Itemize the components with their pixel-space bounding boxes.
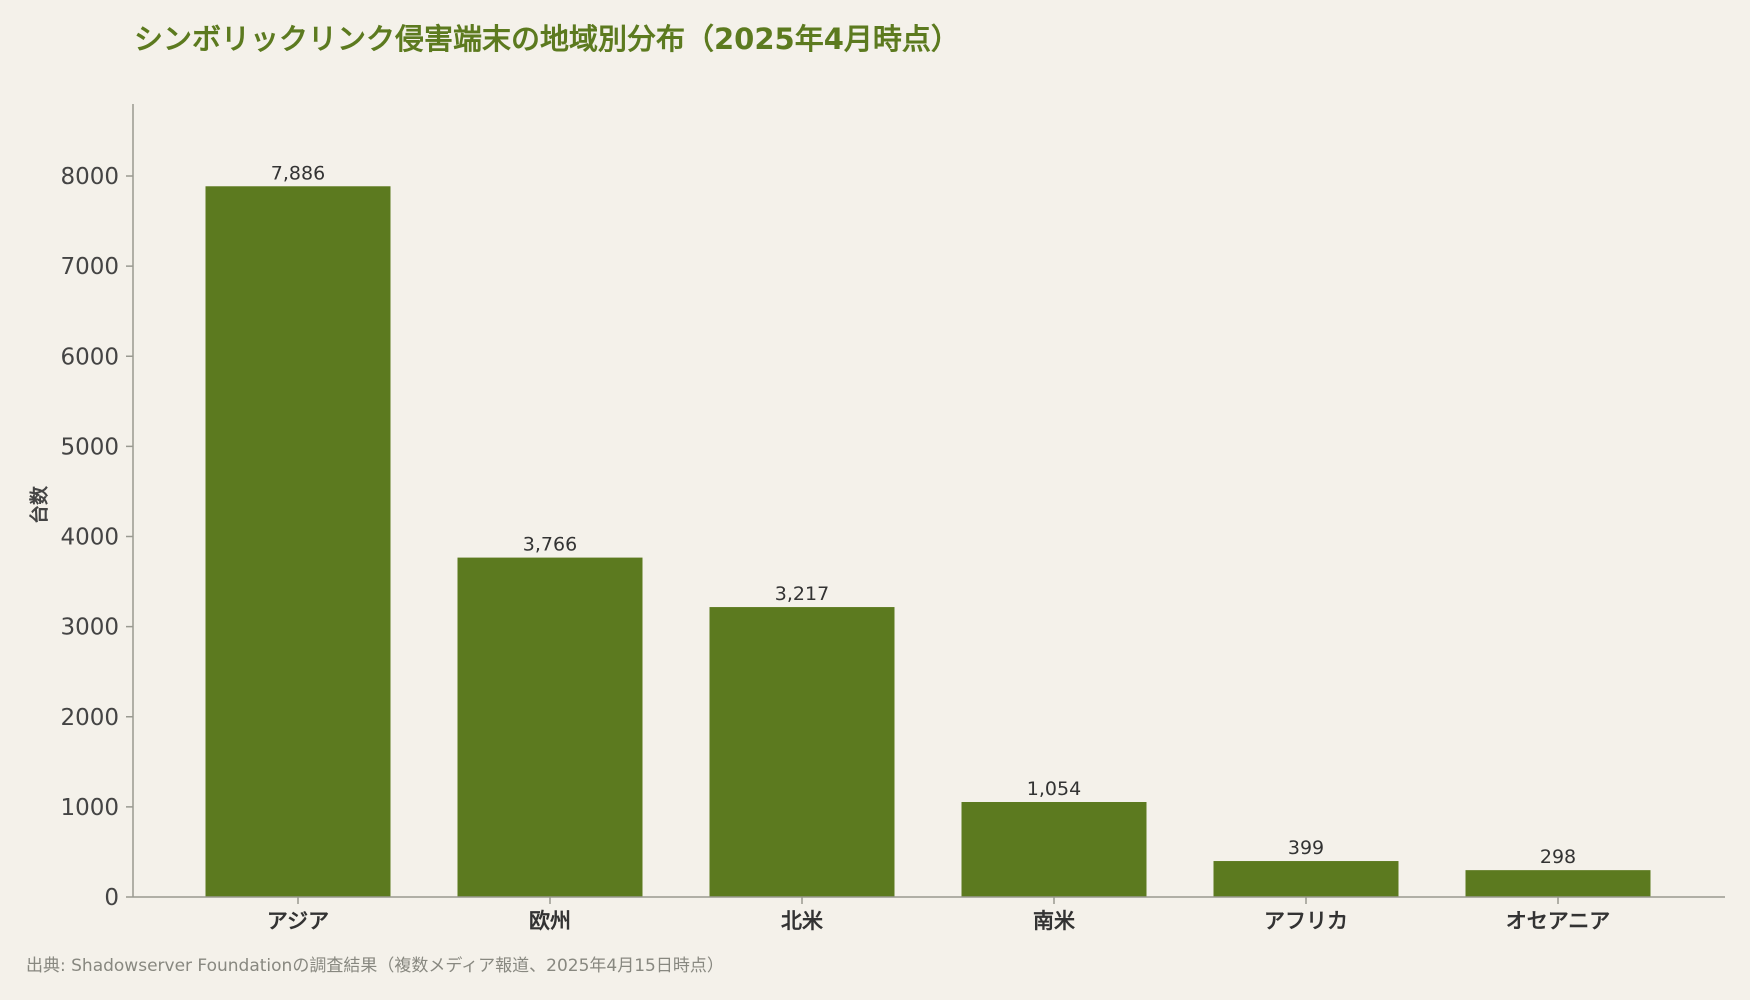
bar — [1465, 870, 1651, 897]
bar-value-label: 3,217 — [775, 583, 829, 605]
bar — [961, 802, 1147, 897]
y-tick-label: 1000 — [60, 795, 119, 821]
y-tick-label: 8000 — [60, 164, 119, 190]
bar-value-label: 1,054 — [1027, 778, 1081, 800]
x-category-label: 北米 — [781, 909, 824, 933]
y-axis-label: 台数 — [28, 485, 51, 525]
y-ticks-layer: 0 1000 2000 3000 4000 5000 6000 7000 8000 — [60, 164, 133, 911]
source-note: 出典: Shadowserver Foundationの調査結果（複数メディア報… — [26, 956, 724, 976]
y-tick-label: 3000 — [60, 615, 119, 641]
y-tick-label: 2000 — [60, 705, 119, 731]
bar — [709, 607, 895, 897]
bars-layer — [205, 186, 1651, 898]
x-category-label: オセアニア — [1506, 909, 1611, 933]
y-tick-label: 7000 — [60, 254, 119, 280]
bar — [1213, 861, 1399, 897]
y-tick-label: 5000 — [60, 434, 119, 460]
y-tick-label: 0 — [104, 885, 119, 911]
x-category-label: 欧州 — [529, 909, 571, 933]
x-category-label: アフリカ — [1264, 909, 1348, 933]
x-category-label: 南米 — [1033, 909, 1076, 933]
value-labels-layer: 7,886 3,766 3,217 1,054 399 298 — [271, 162, 1576, 868]
bar-value-label: 7,886 — [271, 162, 325, 184]
y-tick-label: 6000 — [60, 344, 119, 370]
bar — [457, 557, 643, 897]
x-ticks-layer: アジア 欧州 北米 南米 アフリカ オセアニア — [267, 897, 1610, 933]
bar-value-label: 298 — [1540, 846, 1576, 868]
x-category-label: アジア — [267, 909, 329, 933]
y-tick-label: 4000 — [60, 525, 119, 551]
bar-value-label: 399 — [1288, 837, 1324, 859]
bar — [205, 186, 391, 898]
bar-value-label: 3,766 — [523, 534, 577, 556]
chart-title: シンボリックリンク侵害端末の地域別分布（2025年4月時点） — [134, 22, 960, 56]
